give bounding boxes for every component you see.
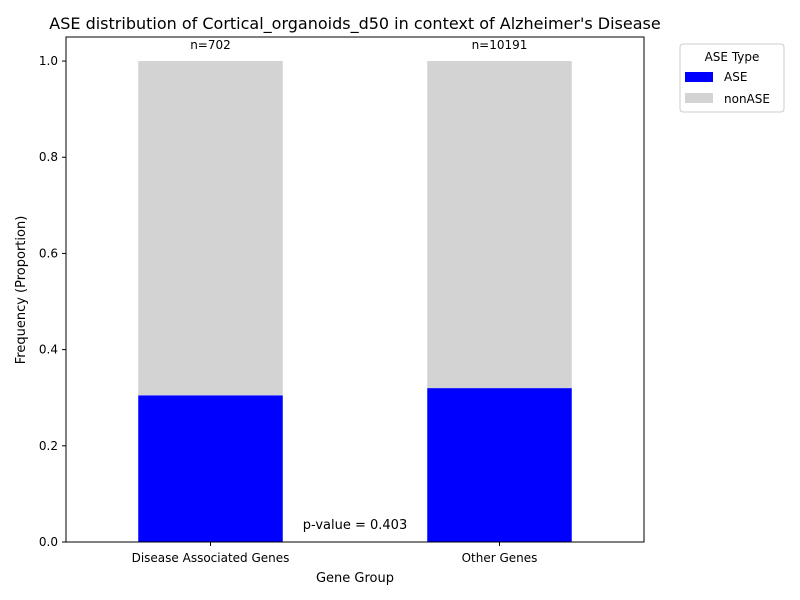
count-label-1: n=10191	[472, 38, 528, 52]
y-axis-label: Frequency (Proportion)	[14, 216, 29, 365]
legend-label-ase: ASE	[724, 70, 747, 84]
count-labels: n=702 n=10191	[190, 38, 527, 52]
bar-nonase-0	[138, 61, 283, 396]
y-tick-label: 0.6	[39, 246, 58, 260]
y-tick-label: 0.4	[39, 343, 58, 357]
y-tick-label: 1.0	[39, 54, 58, 68]
plot-frame	[65, 36, 645, 543]
p-value-annotation: p-value = 0.403	[303, 518, 407, 533]
y-axis: 0.0 0.2 0.4 0.6 0.8 1.0	[39, 54, 66, 549]
legend-title: ASE Type	[705, 50, 760, 64]
legend-swatch-ase	[685, 72, 713, 82]
y-tick-label: 0.8	[39, 150, 58, 164]
x-axis: Disease Associated Genes Other Genes	[132, 542, 538, 565]
bars	[138, 61, 572, 542]
bar-nonase-1	[427, 61, 572, 389]
legend: ASE Type ASE nonASE	[679, 43, 785, 113]
x-tick-label: Disease Associated Genes	[132, 551, 290, 565]
y-tick-label: 0.2	[39, 439, 58, 453]
chart-title: ASE distribution of Cortical_organoids_d…	[49, 14, 660, 34]
legend-swatch-nonase	[685, 93, 713, 103]
x-axis-label: Gene Group	[316, 571, 394, 586]
count-label-0: n=702	[190, 38, 231, 52]
y-tick-label: 0.0	[39, 535, 58, 549]
x-tick-label: Other Genes	[462, 551, 538, 565]
bar-ase-0	[138, 395, 283, 542]
legend-label-nonase: nonASE	[724, 92, 770, 106]
bar-ase-1	[427, 388, 572, 542]
